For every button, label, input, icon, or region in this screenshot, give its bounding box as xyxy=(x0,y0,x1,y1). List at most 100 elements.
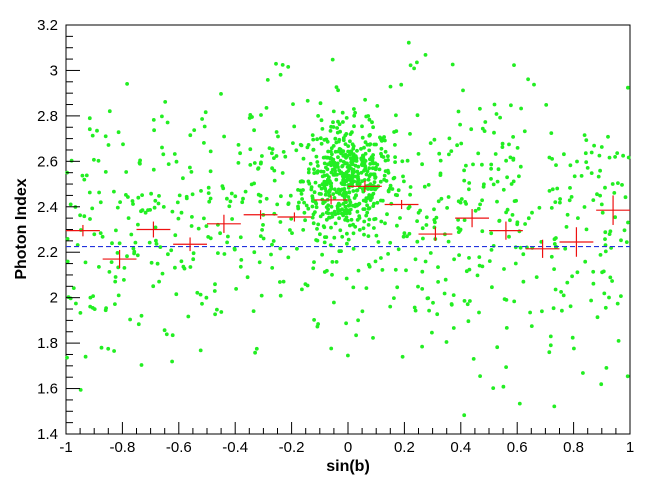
data-point xyxy=(548,334,553,339)
data-point xyxy=(333,212,338,217)
data-point xyxy=(245,275,250,280)
data-point xyxy=(368,162,373,166)
data-point xyxy=(395,193,399,198)
data-point xyxy=(372,180,377,185)
data-point xyxy=(481,184,486,189)
data-point xyxy=(443,277,448,282)
data-point xyxy=(238,235,243,240)
data-point xyxy=(436,280,440,284)
data-point xyxy=(259,293,264,298)
data-point xyxy=(323,155,328,160)
data-point xyxy=(552,404,557,409)
data-point xyxy=(477,310,481,315)
data-point xyxy=(507,234,511,239)
data-point xyxy=(625,374,630,379)
data-point xyxy=(332,163,337,168)
data-point xyxy=(271,239,276,243)
data-point xyxy=(359,157,364,162)
x-tick-label: 1 xyxy=(626,439,634,456)
data-point xyxy=(351,146,356,151)
data-point xyxy=(562,152,566,157)
data-point xyxy=(356,318,360,323)
data-point xyxy=(502,267,506,271)
data-point xyxy=(372,226,376,230)
data-point xyxy=(372,201,376,206)
data-point xyxy=(351,189,356,193)
data-point xyxy=(394,129,399,134)
data-point xyxy=(346,144,351,149)
data-point xyxy=(327,189,332,194)
data-point xyxy=(518,164,523,169)
data-point xyxy=(322,138,327,142)
data-point xyxy=(128,317,133,322)
data-point xyxy=(202,141,206,145)
data-point xyxy=(423,53,428,57)
data-point xyxy=(322,225,327,230)
data-point xyxy=(341,138,346,143)
data-point xyxy=(87,127,92,132)
data-point xyxy=(351,246,356,251)
data-point xyxy=(296,206,301,211)
data-point xyxy=(323,186,328,191)
data-point xyxy=(495,345,500,350)
data-point xyxy=(532,82,536,87)
data-point xyxy=(598,253,603,257)
data-point xyxy=(462,178,467,183)
data-point xyxy=(363,140,368,145)
data-point xyxy=(172,152,177,156)
data-point xyxy=(240,200,245,205)
data-point xyxy=(166,252,170,257)
data-point xyxy=(322,161,327,166)
y-tick-label: 2.4 xyxy=(37,199,58,216)
data-point xyxy=(158,245,163,250)
data-point xyxy=(241,196,245,201)
data-point xyxy=(345,231,349,236)
data-point xyxy=(408,63,413,68)
data-point xyxy=(106,143,111,147)
data-point xyxy=(202,124,207,129)
data-point xyxy=(334,260,339,264)
data-point xyxy=(551,306,556,311)
data-point xyxy=(608,275,613,280)
data-point xyxy=(276,134,280,139)
data-point xyxy=(579,174,584,178)
data-point xyxy=(329,170,334,175)
data-point xyxy=(386,189,391,194)
data-point xyxy=(329,211,334,216)
data-point xyxy=(509,182,514,186)
data-point xyxy=(389,201,394,206)
data-point xyxy=(613,215,617,220)
data-point xyxy=(379,139,384,143)
data-point xyxy=(435,312,440,317)
data-point xyxy=(467,181,472,185)
data-point xyxy=(393,155,397,160)
data-point xyxy=(340,234,345,239)
data-point xyxy=(360,309,365,314)
data-point xyxy=(339,181,344,186)
data-point xyxy=(188,265,193,269)
data-point xyxy=(135,253,140,258)
data-point xyxy=(489,166,493,171)
data-point xyxy=(447,152,451,157)
data-point xyxy=(498,115,502,120)
data-point xyxy=(322,240,327,245)
data-point xyxy=(570,335,575,340)
data-point xyxy=(428,141,433,146)
data-point xyxy=(321,201,325,206)
data-point xyxy=(258,234,263,239)
data-point xyxy=(406,206,411,211)
data-point xyxy=(517,401,522,406)
data-point xyxy=(375,200,380,205)
data-point xyxy=(345,211,349,216)
data-point xyxy=(146,208,150,213)
data-point xyxy=(360,187,365,192)
data-point xyxy=(388,304,393,309)
data-point xyxy=(514,198,518,203)
data-point xyxy=(396,247,401,252)
data-point xyxy=(65,259,70,264)
data-point xyxy=(92,232,97,237)
data-point xyxy=(88,217,92,221)
data-point xyxy=(87,190,92,195)
data-point xyxy=(129,232,134,237)
data-point xyxy=(361,226,366,231)
